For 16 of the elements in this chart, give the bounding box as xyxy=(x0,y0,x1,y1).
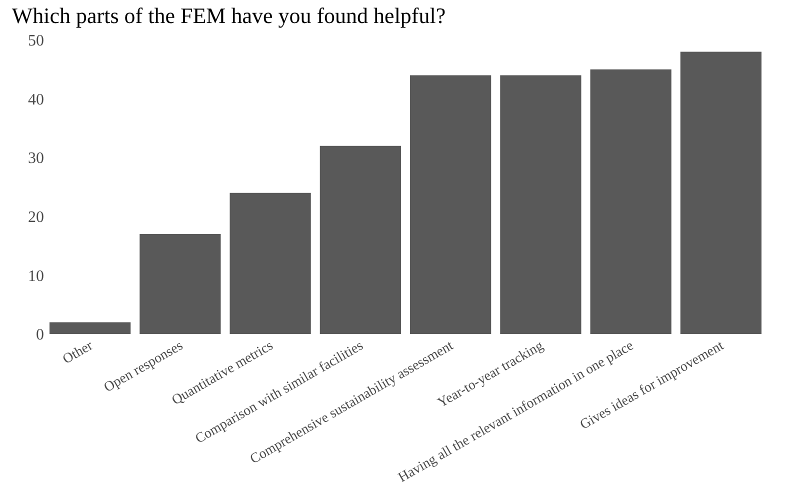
y-tick-label: 20 xyxy=(28,209,44,226)
bar xyxy=(410,75,492,334)
y-tick-label: 40 xyxy=(28,91,44,108)
bar xyxy=(140,234,221,334)
y-tick-label: 10 xyxy=(28,268,44,285)
bar xyxy=(680,52,762,334)
bar xyxy=(50,322,131,334)
bar xyxy=(500,75,582,334)
y-tick-label: 30 xyxy=(28,150,44,168)
bar xyxy=(320,146,401,334)
y-tick-label: 0 xyxy=(36,326,44,344)
chart-title: Which parts of the FEM have you found helpful? xyxy=(12,2,446,28)
x-tick-label: Other xyxy=(60,338,96,368)
bar xyxy=(230,192,311,334)
y-tick-label: 50 xyxy=(28,32,44,50)
bar xyxy=(590,69,672,334)
